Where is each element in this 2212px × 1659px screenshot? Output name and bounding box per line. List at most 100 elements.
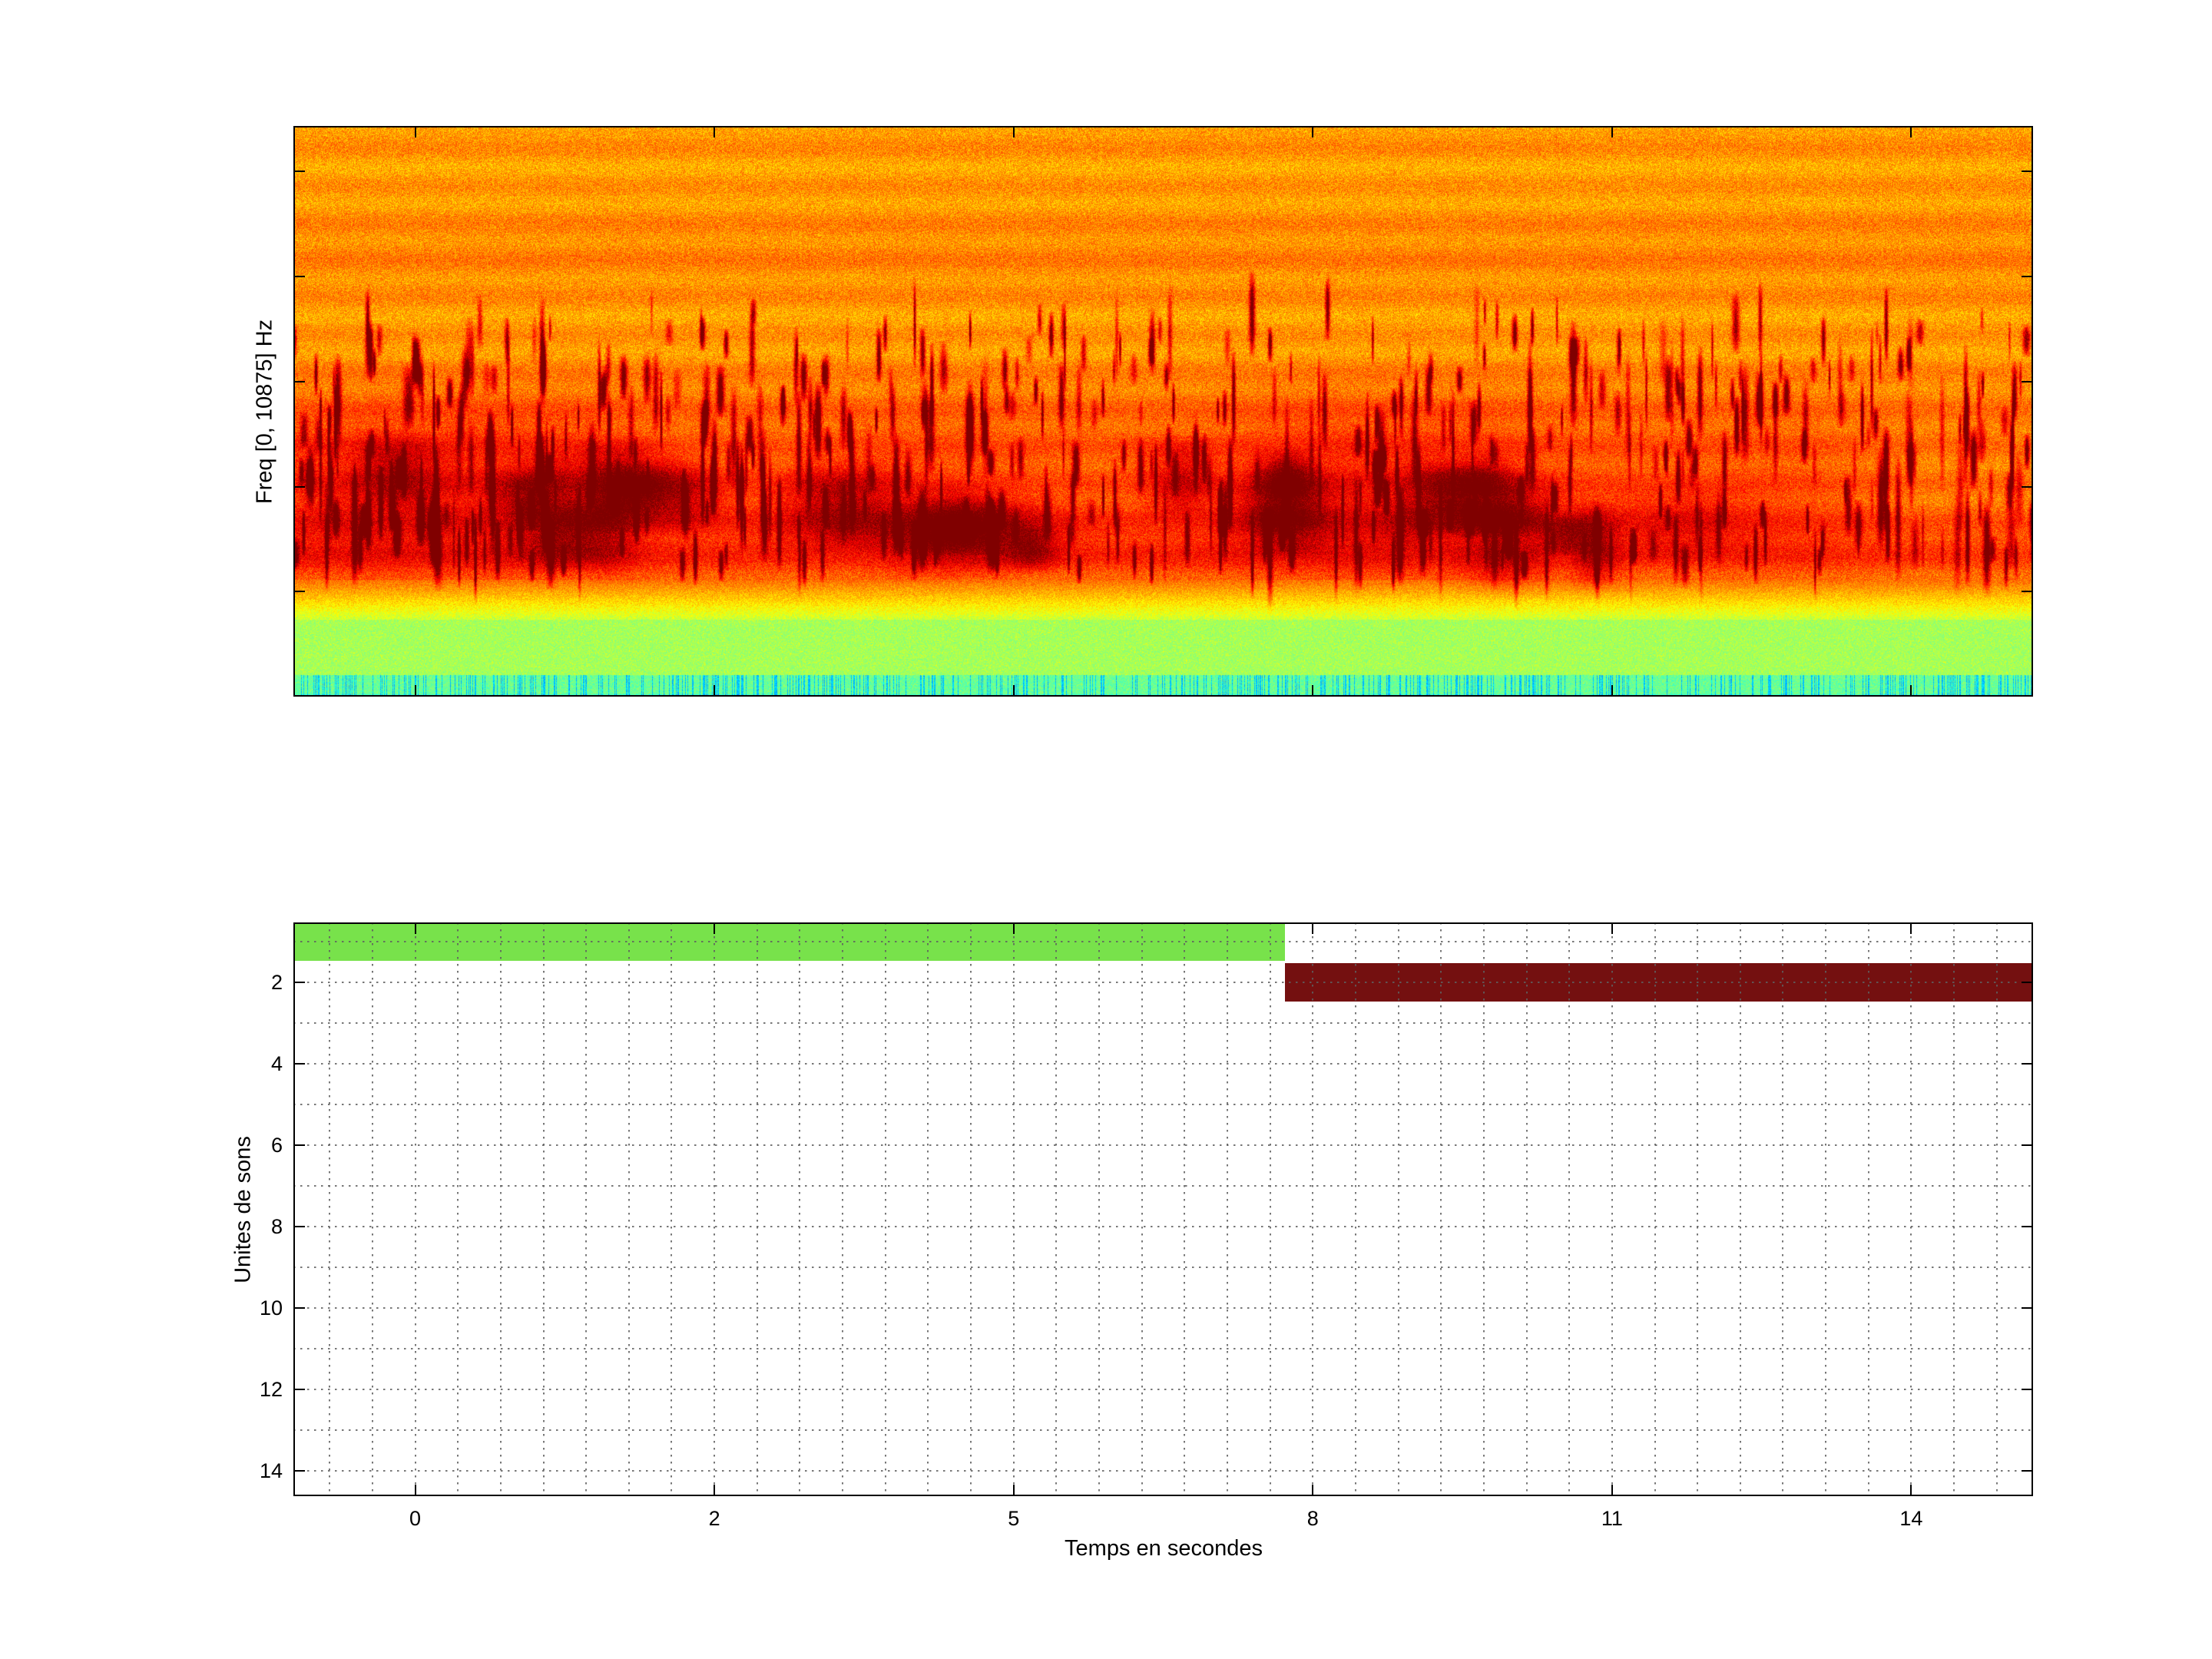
- axis-tick: [714, 1485, 716, 1496]
- grid-line-horizontal: [293, 1062, 2033, 1065]
- grid-line-horizontal: [293, 1429, 2033, 1432]
- axis-tick: [1910, 1485, 1912, 1496]
- grid-line-vertical: [1825, 922, 1827, 1496]
- axis-tick: [1910, 922, 1912, 934]
- x-tick-label: 8: [1306, 1507, 1319, 1530]
- grid-line-horizontal: [293, 1144, 2033, 1146]
- axis-tick: [2022, 1307, 2033, 1310]
- grid-line-horizontal: [293, 1307, 2033, 1310]
- grid-line-vertical: [1397, 922, 1399, 1496]
- grid-line-vertical: [1910, 922, 1912, 1496]
- grid-line-vertical: [457, 922, 459, 1496]
- grid-line-vertical: [1611, 922, 1613, 1496]
- axis-tick: [2022, 485, 2033, 488]
- axis-tick: [2022, 171, 2033, 173]
- axis-tick: [2022, 1226, 2033, 1228]
- grid-line-vertical: [1012, 922, 1015, 1496]
- grid-line-vertical: [756, 922, 758, 1496]
- axis-tick: [414, 1485, 416, 1496]
- grid-line-vertical: [329, 922, 331, 1496]
- axis-tick: [1611, 1485, 1613, 1496]
- axis-tick: [2022, 1062, 2033, 1065]
- axis-tick: [1312, 126, 1314, 137]
- axis-tick: [293, 1470, 305, 1472]
- grid-line-vertical: [1568, 922, 1571, 1496]
- units-ticks: [293, 922, 2033, 1496]
- x-tick-label: 14: [1899, 1507, 1923, 1530]
- axis-tick: [2022, 1389, 2033, 1391]
- grid-line-vertical: [884, 922, 886, 1496]
- grid-line-vertical: [1354, 922, 1356, 1496]
- axis-tick: [1012, 922, 1015, 934]
- grid-line-vertical: [1098, 922, 1101, 1496]
- grid-line-horizontal: [293, 940, 2033, 942]
- axis-tick: [414, 922, 416, 934]
- units-axis-label: Unites de sons: [230, 1136, 256, 1283]
- grid-line-vertical: [1055, 922, 1058, 1496]
- grid-line-horizontal: [293, 1022, 2033, 1024]
- axis-tick: [414, 685, 416, 697]
- grid-line-vertical: [1184, 922, 1186, 1496]
- axis-tick: [714, 126, 716, 137]
- axis-tick: [1312, 685, 1314, 697]
- grid-line-vertical: [1226, 922, 1228, 1496]
- axis-tick: [1312, 922, 1314, 934]
- grid-line-vertical: [1995, 922, 1998, 1496]
- axis-tick: [2022, 1470, 2033, 1472]
- axis-tick: [1312, 1485, 1314, 1496]
- grid-line-vertical: [671, 922, 673, 1496]
- y-tick-label: 8: [270, 1215, 283, 1239]
- grid-line-vertical: [970, 922, 972, 1496]
- grid-line-vertical: [1697, 922, 1699, 1496]
- units-plot: [293, 922, 2033, 1496]
- axis-tick: [1012, 126, 1015, 137]
- axis-tick: [293, 276, 305, 278]
- axis-tick: [2022, 981, 2033, 983]
- x-tick-label: 5: [1008, 1507, 1020, 1530]
- axis-tick: [1910, 126, 1912, 137]
- axis-tick: [293, 1226, 305, 1228]
- axis-tick: [293, 591, 305, 593]
- y-tick-label: 6: [270, 1133, 283, 1157]
- grid-line-vertical: [1654, 922, 1656, 1496]
- axis-tick: [1611, 126, 1613, 137]
- spectrogram-canvas: [293, 126, 2033, 697]
- grid-line-vertical: [1141, 922, 1143, 1496]
- axis-tick: [2022, 380, 2033, 382]
- axis-tick: [2022, 276, 2033, 278]
- grid-line-vertical: [1867, 922, 1869, 1496]
- grid-line-horizontal: [293, 1389, 2033, 1391]
- freq-axis-label: Freq [0, 10875] Hz: [252, 319, 277, 505]
- axis-tick: [293, 380, 305, 382]
- axis-tick: [293, 171, 305, 173]
- spectrogram-ticks: [293, 126, 2033, 697]
- axis-tick: [293, 1062, 305, 1065]
- axis-tick: [1012, 685, 1015, 697]
- axis-tick: [1611, 922, 1613, 934]
- grid-line-horizontal: [293, 1348, 2033, 1350]
- axis-tick: [293, 485, 305, 488]
- axis-tick: [414, 126, 416, 137]
- grid-line-vertical: [371, 922, 373, 1496]
- grid: [293, 922, 2033, 1496]
- axis-tick: [1611, 685, 1613, 697]
- grid-line-vertical: [628, 922, 630, 1496]
- grid-line-vertical: [585, 922, 588, 1496]
- axis-tick: [714, 685, 716, 697]
- axis-tick: [293, 1307, 305, 1310]
- grid-line-vertical: [1440, 922, 1442, 1496]
- axis-tick: [714, 922, 716, 934]
- x-tick-label: 0: [409, 1507, 422, 1530]
- grid-line-horizontal: [293, 1267, 2033, 1269]
- x-tick-label: 2: [708, 1507, 720, 1530]
- grid-line-vertical: [927, 922, 929, 1496]
- axis-tick: [293, 1144, 305, 1146]
- grid-line-vertical: [799, 922, 801, 1496]
- grid-line-vertical: [414, 922, 416, 1496]
- y-tick-label: 4: [270, 1051, 283, 1075]
- grid-line-vertical: [1312, 922, 1314, 1496]
- axis-tick: [2022, 591, 2033, 593]
- axis-tick: [2022, 1144, 2033, 1146]
- grid-line-vertical: [1953, 922, 1955, 1496]
